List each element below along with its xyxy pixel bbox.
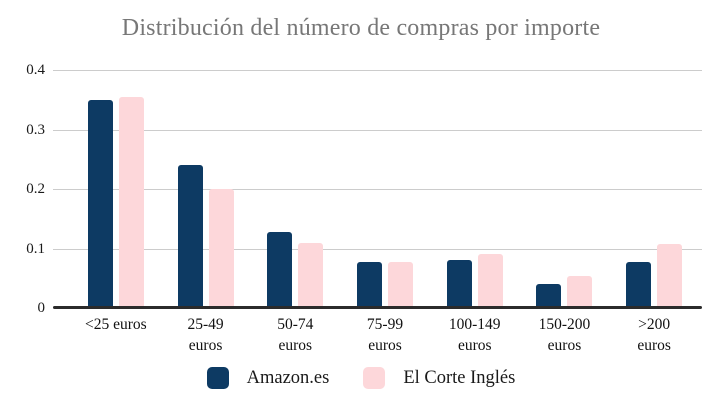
x-tick-label-line: euros <box>547 337 582 354</box>
legend-swatch-amazon <box>206 367 229 389</box>
x-tick-label-line: 150-200 <box>538 316 591 333</box>
x-tick-label-line: euros <box>637 337 671 354</box>
bar-amazon-es-150-200-euros <box>536 284 562 308</box>
gridline-0.1 <box>53 248 702 250</box>
x-tick-label-150-200-euros: 150-200 euros <box>520 314 610 356</box>
bar-el-corte-ingl-s-75-99-euros <box>388 262 414 308</box>
legend-item-amazon: Amazon.es <box>206 367 330 389</box>
bar-el-corte-ingl-s-25-euros <box>118 96 144 308</box>
x-tick-label-line: <25 euros <box>85 316 147 333</box>
bar-amazon-es-50-74-euros <box>267 231 293 308</box>
legend-label-amazon: Amazon.es <box>246 367 330 388</box>
x-axis-labels: <25 euros 25-49 euros 50-74 euros 75-99 euros 1… <box>71 314 699 356</box>
bar-group-150-200-euros <box>520 70 610 308</box>
x-tick-label-75-99-euros: 75-99 euros <box>340 314 430 356</box>
bar-group-25-euros <box>71 70 161 308</box>
chart-title: Distribución del número de compras por i… <box>121 15 601 41</box>
x-tick-label-line: euros <box>278 337 313 354</box>
x-tick-label-50-74-euros: 50-74 euros <box>250 314 340 356</box>
x-tick-label-line: 100-149 <box>448 316 501 333</box>
legend-swatch-el-corte-ingles <box>363 367 386 389</box>
x-tick-label-25-49-euros: 25-49 euros <box>161 314 251 356</box>
gridline-0.2 <box>53 189 702 190</box>
bar-el-corte-ingl-s-150-200-euros <box>567 275 593 308</box>
x-tick-label-line: euros <box>368 337 402 354</box>
bar-group-75-99-euros <box>340 70 430 308</box>
x-tick-label-100-149-euros: 100-149 euros <box>430 314 520 356</box>
bar-group-50-74-euros <box>250 70 340 308</box>
x-tick-label-line: euros <box>188 337 223 354</box>
bar-el-corte-ingl-s-100-149-euros <box>477 253 503 308</box>
x-tick-label-25-euros: <25 euros <box>71 314 161 356</box>
bar-amazon-es-100-149-euros <box>446 260 472 308</box>
x-tick-label-line: 75-99 <box>366 316 404 333</box>
bar-amazon-es-75-99-euros <box>357 262 383 308</box>
legend-item-el-corte-ingles: El Corte Inglés <box>363 367 515 389</box>
y-tick-label-0.1: 0.1 <box>26 240 45 257</box>
x-axis-line <box>53 306 702 309</box>
y-tick-label-0: 0 <box>37 300 46 316</box>
bar-group-100-149-euros <box>430 70 520 308</box>
x-tick-label-line: >200 <box>638 316 671 333</box>
bar-groups <box>71 70 699 308</box>
x-tick-label-200-euros: >200 euros <box>609 314 699 356</box>
bar-el-corte-ingl-s-200-euros <box>657 243 683 308</box>
plot-area <box>53 70 702 308</box>
bar-amazon-es-25-49-euros <box>177 165 203 308</box>
bar-el-corte-ingl-s-25-49-euros <box>208 189 234 308</box>
bar-group-25-49-euros <box>161 70 251 308</box>
gridline-0.3 <box>53 129 702 131</box>
legend: Amazon.es El Corte Inglés <box>0 367 722 389</box>
legend-label-el-corte-ingles: El Corte Inglés <box>403 367 516 388</box>
x-tick-label-line: euros <box>457 337 492 354</box>
y-tick-label-0.4: 0.4 <box>26 62 45 78</box>
bar-group-200-euros <box>609 70 699 308</box>
bar-amazon-es-200-euros <box>626 262 652 308</box>
y-tick-label-0.3: 0.3 <box>26 121 45 138</box>
gridline-0.4 <box>53 70 702 71</box>
x-tick-label-line: 25-49 <box>187 316 224 333</box>
bar-el-corte-ingl-s-50-74-euros <box>298 242 324 308</box>
bar-amazon-es-25-euros <box>87 99 113 308</box>
y-tick-label-0.2: 0.2 <box>26 181 45 197</box>
x-tick-label-line: 50-74 <box>277 316 314 333</box>
